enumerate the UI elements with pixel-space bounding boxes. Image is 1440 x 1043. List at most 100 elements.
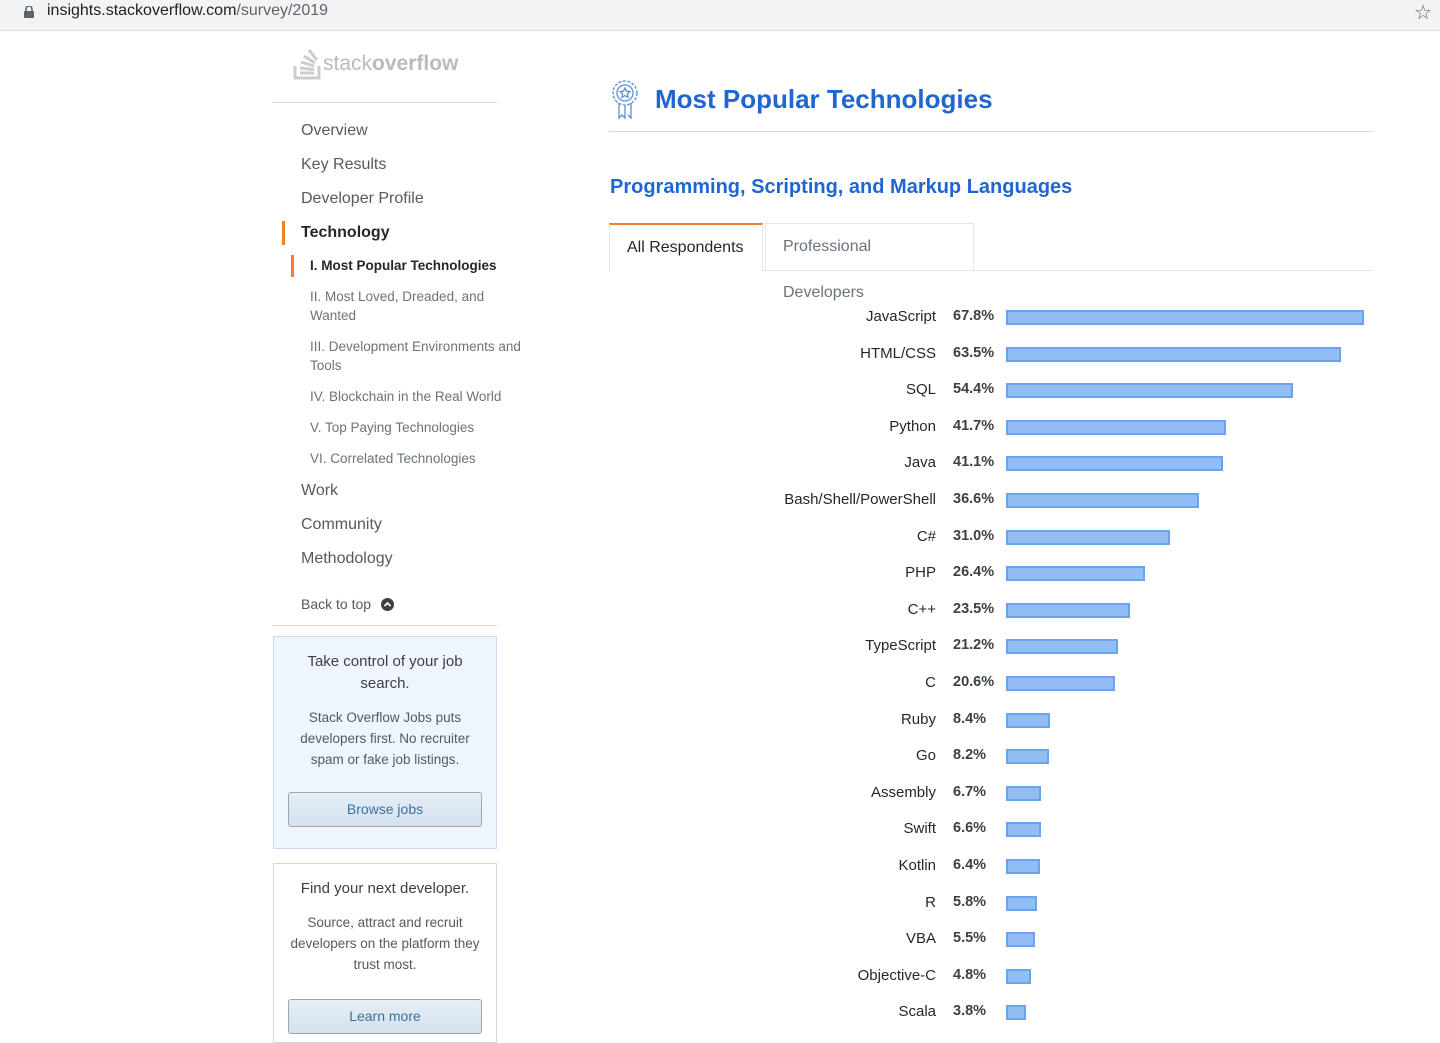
bar — [1006, 932, 1036, 948]
chart-row: HTML/CSS 63.5% — [610, 344, 1390, 364]
bar — [1006, 493, 1200, 508]
nav-sub-most-popular[interactable]: I. Most Popular Technologies — [310, 258, 497, 273]
nav-sub-dev-environments[interactable]: III. Development Environments and Tools — [310, 339, 521, 373]
value-label: 23.5% — [953, 600, 995, 617]
bar — [1006, 785, 1042, 801]
section-title: Programming, Scripting, and Markup Langu… — [610, 176, 1073, 198]
category-label: Swift — [903, 820, 936, 838]
category-label: C++ — [907, 600, 936, 618]
value-label: 67.8% — [953, 308, 995, 324]
nav-sub-blockchain[interactable]: IV. Blockchain in the Real World — [310, 389, 502, 404]
learn-more-button[interactable]: Learn more — [288, 999, 482, 1034]
bar — [1006, 676, 1115, 691]
bar — [1006, 346, 1342, 362]
bar — [1006, 383, 1294, 399]
chart-row: R 5.8% — [610, 893, 1390, 913]
chart-row: Go 8.2% — [610, 746, 1390, 766]
divider — [609, 131, 1373, 132]
jobs-card: Take control of your job search. Stack O… — [273, 636, 497, 849]
value-label: 36.6% — [953, 491, 995, 507]
back-to-top-link[interactable]: Back to top — [301, 596, 395, 612]
bar — [1006, 602, 1131, 618]
category-label: Scala — [898, 1003, 936, 1021]
category-label: Kotlin — [898, 857, 936, 874]
lock-icon — [24, 6, 34, 18]
divider — [273, 625, 497, 626]
chart-row: Swift 6.6% — [610, 819, 1390, 839]
value-label: 6.6% — [953, 820, 987, 837]
chart-row: JavaScript 67.8% — [610, 307, 1390, 327]
browse-jobs-button[interactable]: Browse jobs — [288, 792, 482, 827]
bookmark-star-icon[interactable]: ☆ — [1414, 2, 1432, 24]
nav-overview[interactable]: Overview — [301, 122, 368, 139]
bar — [1006, 639, 1118, 655]
category-label: SQL — [905, 381, 936, 399]
chart-row: Ruby 8.4% — [610, 710, 1390, 730]
award-ribbon-icon — [612, 80, 638, 120]
developer-card-text: Source, attract and recruit developers o… — [290, 915, 480, 972]
value-label: 21.2% — [953, 637, 995, 654]
bar — [1006, 310, 1364, 325]
stackoverflow-logo[interactable]: stack overflow — [293, 48, 458, 80]
nav-technology[interactable]: Technology — [301, 224, 390, 241]
bar — [1006, 968, 1032, 984]
category-label: Ruby — [900, 710, 936, 728]
value-label: 41.1% — [953, 454, 995, 471]
nav-sub-correlated[interactable]: VI. Correlated Technologies — [310, 451, 476, 466]
nav-sub-most-loved[interactable]: II. Most Loved, Dreaded, and Wanted — [310, 289, 485, 323]
category-label: C — [925, 674, 936, 691]
bar — [1006, 822, 1041, 838]
chart-row: Objective-C 4.8% — [610, 966, 1390, 986]
jobs-card-text: Stack Overflow Jobs puts developers firs… — [300, 710, 470, 767]
chart-row: Bash/Shell/PowerShell 36.6% — [610, 490, 1390, 510]
logo-text-bold: overflow — [372, 52, 459, 75]
category-label: Objective-C — [857, 966, 936, 984]
active-indicator — [282, 221, 285, 245]
address-bar[interactable]: insights.stackoverflow.com/survey/2019 ☆ — [0, 0, 1440, 31]
developer-card: Find your next developer. Source, attrac… — [273, 863, 497, 1043]
chevron-up-circle-icon — [381, 597, 395, 611]
bar — [1006, 712, 1051, 728]
stack-icon — [293, 49, 321, 80]
bar — [1006, 529, 1170, 545]
value-label: 8.2% — [953, 747, 987, 764]
category-label: PHP — [905, 564, 936, 582]
nav-key-results[interactable]: Key Results — [301, 156, 387, 173]
nav-methodology[interactable]: Methodology — [301, 550, 393, 567]
url-path: /survey/2019 — [236, 2, 329, 19]
url-host: insights.stackoverflow.com — [47, 2, 237, 19]
tab-all-respondents[interactable]: All Respondents — [609, 223, 763, 272]
chart-row: C++ 23.5% — [610, 600, 1390, 620]
back-to-top-label: Back to top — [301, 596, 372, 612]
value-label: 6.7% — [953, 783, 987, 800]
bar — [1006, 419, 1227, 435]
chart-row: Scala 3.8% — [610, 1002, 1390, 1022]
value-label: 3.8% — [953, 1003, 987, 1020]
nav-community[interactable]: Community — [301, 516, 382, 533]
nav-work[interactable]: Work — [301, 482, 339, 499]
page-title: Most Popular Technologies — [655, 84, 993, 114]
value-label: 4.8% — [953, 966, 987, 983]
bar — [1006, 456, 1223, 472]
bar — [1006, 749, 1050, 765]
active-sub-indicator — [291, 255, 294, 277]
value-label: 63.5% — [953, 344, 995, 361]
category-label: Assembly — [870, 783, 936, 801]
value-label: 31.0% — [953, 527, 995, 544]
chart-row: C# 31.0% — [610, 527, 1390, 547]
chart-row: SQL 54.4% — [610, 380, 1390, 400]
url-text[interactable]: insights.stackoverflow.com/survey/2019 — [47, 2, 328, 20]
chart-row: Java 41.1% — [610, 453, 1390, 473]
chart-row: Assembly 6.7% — [610, 783, 1390, 803]
chart-row: Kotlin 6.4% — [610, 856, 1390, 876]
value-label: 54.4% — [953, 381, 995, 398]
chart-row: C 20.6% — [610, 673, 1390, 693]
value-label: 5.8% — [953, 893, 987, 910]
value-label: 6.4% — [953, 857, 987, 873]
nav-developer-profile[interactable]: Developer Profile — [301, 190, 424, 207]
category-label: JavaScript — [865, 308, 936, 325]
category-label: Bash/Shell/PowerShell — [784, 491, 936, 508]
chart-row: PHP 26.4% — [610, 563, 1390, 583]
nav-sub-top-paying[interactable]: V. Top Paying Technologies — [310, 420, 475, 435]
tab-professional-developers[interactable]: Professional Developers — [765, 223, 974, 301]
